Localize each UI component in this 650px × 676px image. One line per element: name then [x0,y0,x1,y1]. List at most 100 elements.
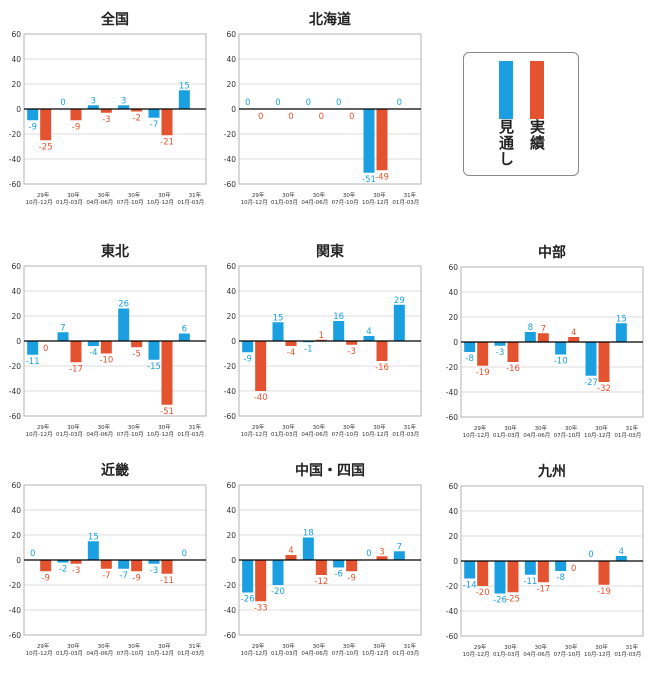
forecast-value-label: -15 [147,362,161,372]
forecast-value-label: -9 [28,122,36,132]
forecast-value-label: -20 [271,587,285,597]
y-tick-label: -20 [446,363,458,372]
y-tick-label: -60 [9,180,21,189]
actual-value-label: -2 [132,114,140,124]
x-tick-months: 01月-03月 [56,431,83,438]
forecast-bar [87,105,99,109]
actual-value-label: -7 [102,571,110,581]
x-tick-months: 10月-12月 [463,651,490,658]
x-tick-months: 07月-10月 [554,432,581,439]
x-tick-year: 30年 [535,424,548,432]
x-tick-year: 30年 [343,642,356,650]
x-tick-year: 29年 [252,642,265,650]
forecast-value-label: 0 [245,98,250,108]
y-tick-label: 60 [11,481,21,490]
x-tick-months: 01月-03月 [493,651,520,658]
x-tick-year: 30年 [313,191,326,199]
x-tick-months: 01月-03月 [493,432,520,439]
x-tick-year: 30年 [67,423,80,431]
y-tick-label: -40 [9,155,21,164]
x-tick-year: 29年 [252,191,265,199]
forecast-value-label: 15 [273,313,284,323]
x-tick-months: 01月-03月 [271,650,298,657]
forecast-value-label: 16 [333,312,344,322]
y-tick-label: -40 [446,607,458,616]
actual-value-label: -5 [132,349,140,359]
actual-bar [346,341,358,345]
forecast-value-label: 18 [303,529,314,539]
y-tick-label: 60 [226,30,236,39]
y-tick-label: 20 [226,531,236,540]
actual-bar [131,109,143,112]
actual-value-label: -32 [597,384,611,394]
x-tick-months: 10月-12月 [584,432,611,439]
forecast-value-label: 0 [366,549,371,559]
y-tick-label: 0 [453,338,458,347]
y-tick-label: 60 [11,30,21,39]
forecast-bar [585,342,597,376]
forecast-bar [242,341,254,353]
actual-bar [315,339,327,341]
x-tick-months: 01月-03月 [177,650,204,657]
y-tick-label: -20 [224,130,236,139]
forecast-value-label: 0 [336,98,341,108]
forecast-value-label: -51 [362,175,376,185]
y-tick-label: 20 [448,313,458,322]
x-tick-months: 10月-12月 [362,650,389,657]
x-tick-year: 30年 [282,191,295,199]
legend-actual-swatch [530,61,544,119]
y-tick-label: -20 [224,581,236,590]
y-tick-label: 0 [453,557,458,566]
x-tick-year: 30年 [373,423,386,431]
x-tick-year: 30年 [282,642,295,650]
x-tick-year: 30年 [504,424,517,432]
actual-bar [285,341,297,346]
actual-value-label: -9 [347,573,355,583]
x-tick-year: 30年 [373,642,386,650]
x-tick-year: 30年 [158,423,171,431]
forecast-bar [57,560,69,563]
forecast-value-label: -11 [523,577,537,587]
forecast-bar [272,322,284,341]
actual-value-label: -10 [99,356,113,366]
chart-title: 関東 [316,243,344,260]
actual-value-label: -17 [536,584,550,594]
actual-value-label: -25 [506,594,520,604]
x-tick-year: 29年 [37,423,50,431]
forecast-value-label: -27 [584,378,598,388]
actual-bar [537,333,549,342]
chart-title: 東北 [101,243,129,260]
actual-bar [507,561,519,593]
x-tick-year: 31年 [189,642,202,650]
x-tick-year: 30年 [98,642,111,650]
actual-bar [40,560,52,572]
actual-value-label: 0 [258,112,263,122]
actual-value-label: -20 [476,588,490,598]
y-tick-label: -60 [9,412,21,421]
forecast-value-label: 26 [118,300,129,310]
actual-bar [70,109,82,121]
actual-value-label: -9 [72,122,80,132]
forecast-bar [464,342,476,352]
forecast-bar [555,561,567,571]
x-tick-year: 29年 [37,191,50,199]
actual-bar [315,560,327,575]
forecast-bar [494,561,506,594]
y-tick-label: 40 [11,506,21,515]
actual-bar [161,341,173,405]
x-tick-months: 01月-03月 [614,432,641,439]
y-tick-label: -40 [9,606,21,615]
legend-actual-label: 実績 [528,119,546,151]
actual-value-label: -3 [72,566,80,576]
y-tick-label: 60 [226,481,236,490]
x-tick-months: 10月-12月 [147,199,174,206]
forecast-bar [393,304,405,341]
chart-title: 中国・四国 [295,462,365,479]
forecast-bar [363,109,375,173]
actual-bar [598,561,610,585]
actual-bar [255,341,267,391]
actual-bar [70,560,82,564]
forecast-bar [615,556,627,561]
x-tick-year: 31年 [189,423,202,431]
y-tick-label: 40 [226,506,236,515]
